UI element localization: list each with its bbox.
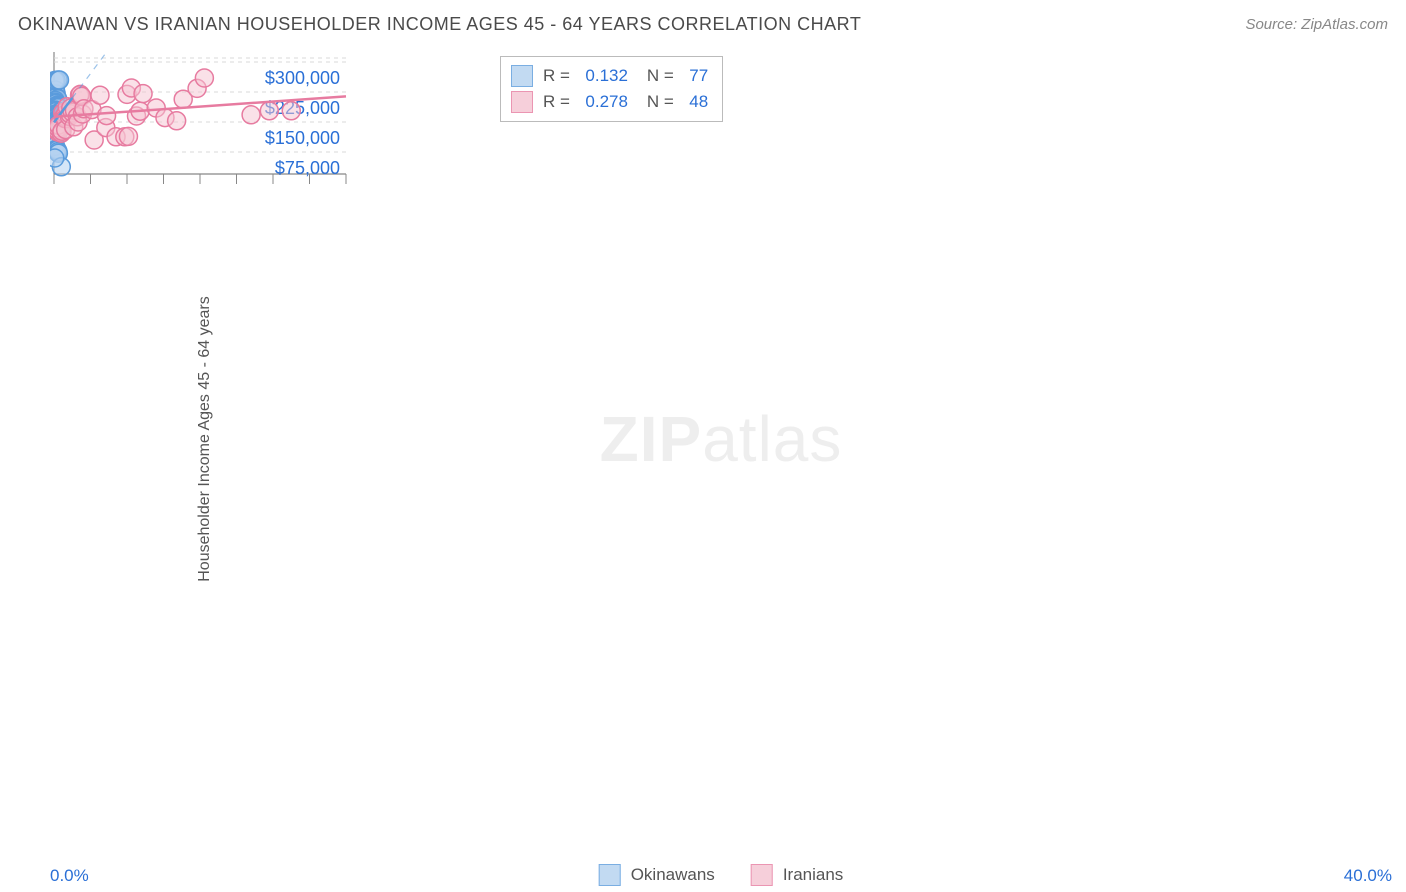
series-legend: Okinawans Iranians [599,864,844,886]
correlation-legend: R = 0.132 N = 77 R = 0.278 N = 48 [500,56,723,122]
legend-row: R = 0.278 N = 48 [511,89,708,115]
legend-row: R = 0.132 N = 77 [511,63,708,89]
series-label: Okinawans [631,865,715,885]
x-axis-min-label: 0.0% [50,866,89,886]
legend-stats: R = 0.278 N = 48 [543,92,708,112]
source-attribution: Source: ZipAtlas.com [1245,16,1388,33]
svg-text:$75,000: $75,000 [275,158,340,178]
legend-swatch [599,864,621,886]
chart-area: Householder Income Ages 45 - 64 years $7… [50,48,1392,830]
watermark: ZIPatlas [600,402,843,476]
svg-text:$150,000: $150,000 [265,128,340,148]
legend-swatch [511,65,533,87]
y-axis-label: Householder Income Ages 45 - 64 years [196,296,214,582]
x-axis-max-label: 40.0% [1344,866,1392,886]
series-legend-item: Iranians [751,864,843,886]
chart-title: OKINAWAN VS IRANIAN HOUSEHOLDER INCOME A… [18,14,861,35]
scatter-plot: $75,000$150,000$225,000$300,000 [50,48,350,198]
series-label: Iranians [783,865,843,885]
legend-swatch [751,864,773,886]
series-legend-item: Okinawans [599,864,715,886]
legend-stats: R = 0.132 N = 77 [543,66,708,86]
legend-swatch [511,91,533,113]
svg-text:$300,000: $300,000 [265,68,340,88]
